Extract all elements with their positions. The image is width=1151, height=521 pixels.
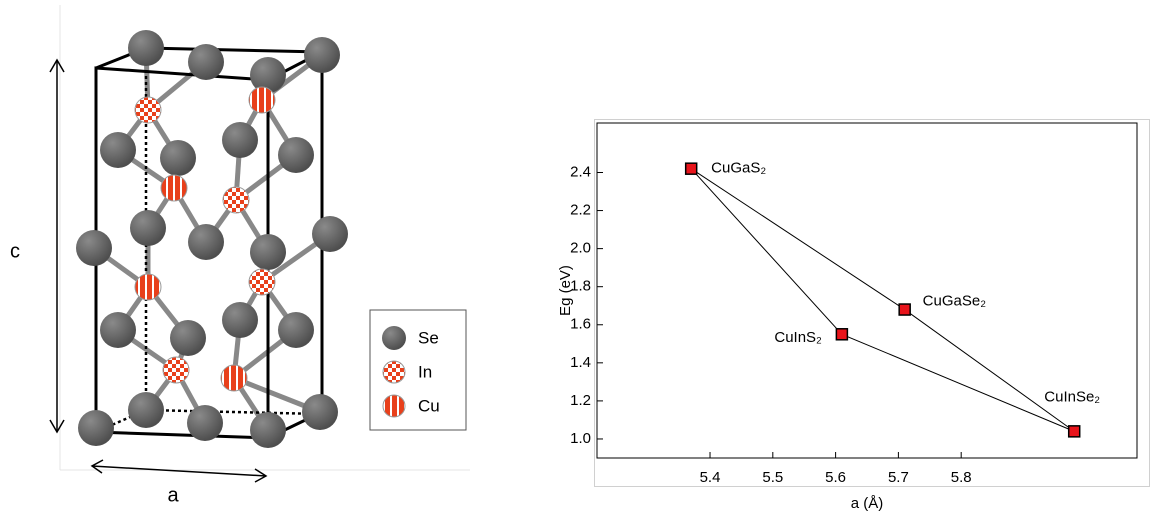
in-atom <box>163 357 189 383</box>
se-atom <box>250 234 286 270</box>
x-tick-label: 5.7 <box>888 469 909 486</box>
se-atom <box>302 394 338 430</box>
se-atom <box>130 210 166 246</box>
se-atom <box>222 302 258 338</box>
x-tick-label: 5.5 <box>762 469 783 486</box>
se-atom <box>188 44 224 80</box>
x-tick-label: 5.6 <box>825 469 846 486</box>
point-label: CuGaS₂ <box>711 160 766 177</box>
point-label: CuGaSe₂ <box>923 293 987 310</box>
crystal-structure <box>76 30 348 448</box>
se-atom <box>222 122 258 158</box>
in-atom <box>249 269 275 295</box>
se-atom <box>100 132 136 168</box>
y-tick-label: 1.0 <box>570 430 591 447</box>
se-atom <box>128 392 164 428</box>
se-atom <box>278 312 314 348</box>
se-atom <box>188 224 224 260</box>
in-atom <box>223 187 249 213</box>
x-tick-label: 5.4 <box>700 469 721 486</box>
x-axis-label: a (Å) <box>851 495 884 512</box>
x-tick-label: 5.8 <box>951 469 972 486</box>
connecting-line <box>691 169 1074 432</box>
a-label: a <box>167 484 179 506</box>
in-atom <box>135 97 161 123</box>
se-atom <box>312 216 348 252</box>
se-atom <box>250 412 286 448</box>
data-point <box>836 329 847 340</box>
data-point <box>899 304 910 315</box>
legend-label: In <box>418 362 432 381</box>
legend-in <box>383 361 405 383</box>
figure: c a Se In Cu 5.4 5.5 5.6 5.7 5.8 1.0 1.2 1.4 1.6… <box>0 0 1151 516</box>
data-point <box>1069 426 1080 437</box>
legend-label: Cu <box>418 396 440 415</box>
legend-label: Se <box>418 328 439 347</box>
point-label: CuInSe₂ <box>1044 388 1100 405</box>
se-atom <box>128 30 164 66</box>
cu-atom <box>135 274 161 300</box>
se-atom <box>170 320 206 356</box>
se-atom <box>160 140 196 176</box>
se-atom <box>278 137 314 173</box>
se-atom <box>187 405 223 441</box>
se-atom <box>304 37 340 73</box>
data-point <box>686 163 697 174</box>
y-tick-label: 1.2 <box>570 392 591 409</box>
point-label: CuInS₂ <box>774 329 822 346</box>
se-atom <box>78 410 114 446</box>
c-label: c <box>10 240 20 262</box>
cu-atom <box>249 87 275 113</box>
a-arrow <box>92 466 266 476</box>
y-axis-label: Eg (eV) <box>557 265 574 316</box>
y-tick-label: 1.4 <box>570 354 591 371</box>
legend-se <box>382 326 406 350</box>
chart-frame <box>595 120 1150 487</box>
cu-atom <box>221 365 247 391</box>
legend-cu <box>383 395 405 417</box>
y-tick-label: 2.0 <box>570 240 591 257</box>
se-atom <box>100 312 136 348</box>
y-tick-label: 2.2 <box>570 202 591 219</box>
se-atom <box>76 230 112 266</box>
y-tick-label: 1.6 <box>570 316 591 333</box>
plot-area <box>597 123 1137 458</box>
y-tick-label: 2.4 <box>570 163 591 180</box>
cu-atom <box>161 175 187 201</box>
se-atom <box>250 57 286 93</box>
